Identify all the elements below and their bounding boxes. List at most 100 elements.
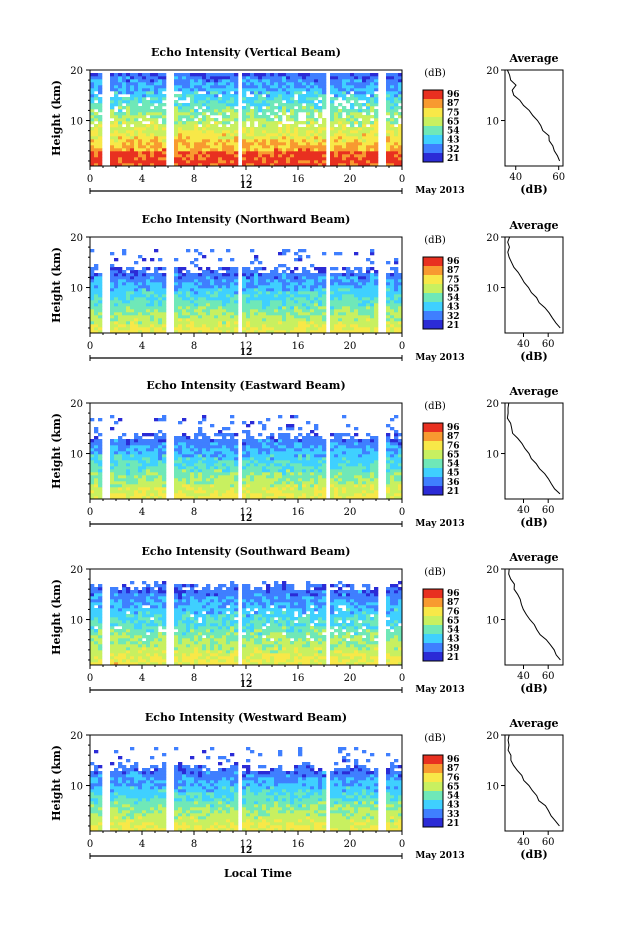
heatmap-cell xyxy=(390,112,395,116)
heatmap-cell xyxy=(302,139,307,143)
heatmap-cell xyxy=(182,481,187,485)
heatmap-cell xyxy=(130,139,135,143)
heatmap-cell xyxy=(114,493,119,497)
heatmap-cell xyxy=(366,97,371,101)
heatmap-cell xyxy=(130,493,135,497)
heatmap-cell xyxy=(262,73,267,77)
heatmap-cell xyxy=(282,163,287,167)
heatmap-cell xyxy=(190,327,195,331)
heatmap-cell xyxy=(250,321,255,325)
heatmap-cell xyxy=(346,276,351,280)
heatmap-cell xyxy=(242,309,247,313)
heatmap-cell xyxy=(202,279,207,283)
heatmap-cell xyxy=(282,106,287,110)
heatmap-cell xyxy=(386,300,391,304)
heatmap-cell xyxy=(182,309,187,313)
heatmap-cell xyxy=(206,154,211,158)
heatmap-cell xyxy=(94,330,99,334)
heatmap-cell xyxy=(90,469,95,473)
heatmap-cell xyxy=(390,330,395,334)
heatmap-cell xyxy=(318,318,323,322)
heatmap-cell xyxy=(234,469,239,473)
heatmap-cell xyxy=(226,282,231,286)
heatmap-cell xyxy=(278,487,283,491)
heatmap-cell xyxy=(322,327,327,331)
heatmap-cell xyxy=(246,306,251,310)
heatmap-cell xyxy=(206,106,211,110)
heatmap-cell xyxy=(118,496,123,500)
heatmap-cell xyxy=(182,475,187,479)
heatmap-cell xyxy=(394,282,399,286)
colorbar-swatch xyxy=(423,320,443,330)
heatmap-cell xyxy=(138,76,143,80)
heatmap-cell xyxy=(286,273,291,277)
avg-y-tick-label: 10 xyxy=(486,117,499,128)
heatmap-cell xyxy=(226,285,231,289)
heatmap-cell xyxy=(178,124,183,128)
heatmap-cell xyxy=(218,73,223,77)
heatmap-cell xyxy=(310,475,315,479)
heatmap-cell xyxy=(246,457,251,461)
heatmap-cell xyxy=(282,273,287,277)
heatmap-cell xyxy=(266,490,271,494)
heatmap-cell xyxy=(254,115,259,119)
heatmap-cell xyxy=(298,82,303,86)
heatmap-cell xyxy=(98,321,103,325)
heatmap-cell xyxy=(306,490,311,494)
heatmap-cell xyxy=(350,490,355,494)
heatmap-cell xyxy=(242,79,247,83)
heatmap-cell xyxy=(386,279,391,283)
heatmap-cell xyxy=(294,496,299,500)
heatmap-cell xyxy=(262,127,267,131)
heatmap-cell xyxy=(322,300,327,304)
heatmap-cell xyxy=(198,306,203,310)
heatmap-cell xyxy=(322,124,327,128)
heatmap-cell xyxy=(118,327,123,331)
heatmap-cell xyxy=(214,154,219,158)
heatmap-cell xyxy=(246,445,251,449)
heatmap-cell xyxy=(250,445,255,449)
heatmap-cell xyxy=(214,100,219,104)
heatmap-cell xyxy=(374,109,379,113)
heatmap-cell xyxy=(338,85,343,89)
heatmap-cell xyxy=(286,276,291,280)
heatmap-cell xyxy=(390,88,395,92)
heatmap-cell xyxy=(182,285,187,289)
heatmap-cell xyxy=(374,282,379,286)
heatmap-cell xyxy=(122,97,127,101)
heatmap-cell xyxy=(222,267,227,271)
date-label: 12 xyxy=(240,348,253,358)
heatmap-cell xyxy=(318,291,323,295)
heatmap-cell xyxy=(322,469,327,473)
heatmap-cell xyxy=(190,109,195,113)
heatmap-cell xyxy=(294,303,299,307)
heatmap-cell xyxy=(242,451,247,455)
heatmap-cell xyxy=(350,282,355,286)
heatmap-cell xyxy=(386,496,391,500)
heatmap-cell xyxy=(202,148,207,152)
heatmap-cell xyxy=(310,79,315,83)
heatmap-cell xyxy=(126,460,131,464)
heatmap-cell xyxy=(346,466,351,470)
heatmap-cell xyxy=(150,148,155,152)
heatmap-cell xyxy=(270,136,275,140)
heatmap-cell xyxy=(374,100,379,104)
heatmap-cell xyxy=(174,315,179,319)
heatmap-cell xyxy=(242,478,247,482)
heatmap-cell xyxy=(366,475,371,479)
heatmap-cell xyxy=(110,493,115,497)
heatmap-cell xyxy=(334,288,339,292)
heatmap-cell xyxy=(94,309,99,313)
y-tick-label: 20 xyxy=(70,66,83,77)
heatmap-cell xyxy=(234,472,239,476)
heatmap-cell xyxy=(114,97,119,101)
heatmap-cell xyxy=(274,273,279,277)
heatmap-cell xyxy=(134,300,139,304)
heatmap-cell xyxy=(230,306,235,310)
heatmap-cell xyxy=(94,133,99,137)
heatmap-cell xyxy=(246,291,251,295)
heatmap-cell xyxy=(198,142,203,146)
heatmap-cell xyxy=(398,279,403,283)
heatmap-cell xyxy=(358,493,363,497)
heatmap-cell xyxy=(282,460,287,464)
